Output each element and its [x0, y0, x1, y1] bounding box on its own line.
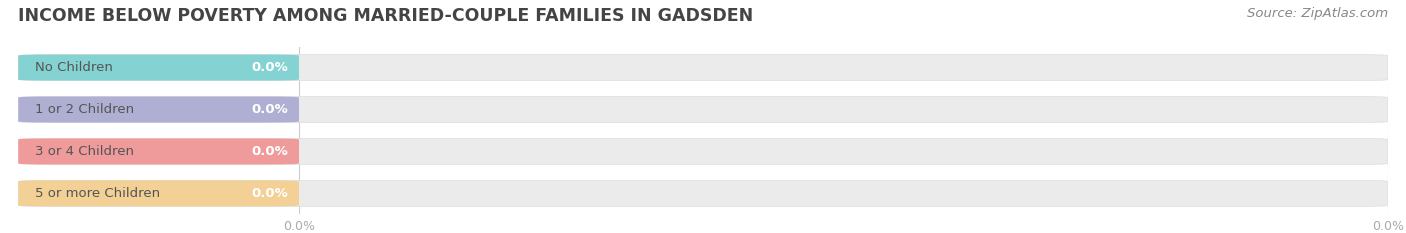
Text: 0.0%: 0.0% [252, 103, 288, 116]
Text: 0.0%: 0.0% [252, 145, 288, 158]
Text: Source: ZipAtlas.com: Source: ZipAtlas.com [1247, 7, 1388, 20]
FancyBboxPatch shape [18, 55, 1388, 81]
FancyBboxPatch shape [18, 180, 1388, 206]
Text: No Children: No Children [35, 61, 112, 74]
Text: 0.0%: 0.0% [252, 61, 288, 74]
FancyBboxPatch shape [18, 96, 299, 123]
FancyBboxPatch shape [18, 180, 299, 206]
Text: 3 or 4 Children: 3 or 4 Children [35, 145, 134, 158]
Text: 1 or 2 Children: 1 or 2 Children [35, 103, 134, 116]
FancyBboxPatch shape [18, 96, 1388, 123]
FancyBboxPatch shape [18, 138, 1388, 164]
Text: 5 or more Children: 5 or more Children [35, 187, 160, 200]
FancyBboxPatch shape [18, 55, 299, 81]
Text: INCOME BELOW POVERTY AMONG MARRIED-COUPLE FAMILIES IN GADSDEN: INCOME BELOW POVERTY AMONG MARRIED-COUPL… [18, 7, 754, 25]
FancyBboxPatch shape [18, 138, 299, 164]
Text: 0.0%: 0.0% [252, 187, 288, 200]
